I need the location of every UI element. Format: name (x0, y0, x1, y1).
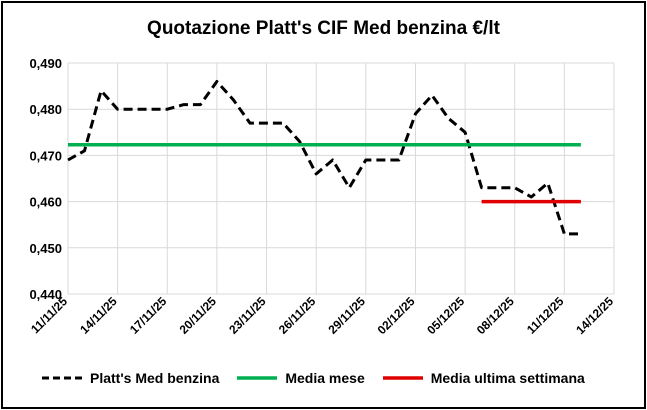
x-tick-label: 26/11/25 (276, 294, 319, 337)
legend-swatch-platts (42, 376, 82, 380)
legend-item-media-mese: Media mese (235, 370, 365, 386)
chart-legend: Platt's Med benzina Media mese Media ult… (40, 370, 601, 386)
x-tick-label: 05/12/25 (424, 294, 467, 337)
y-tick-label: 0,490 (29, 56, 62, 71)
legend-label-media-settimana: Media ultima settimana (430, 370, 585, 386)
legend-swatch-media-settimana (382, 376, 423, 380)
x-tick-label: 11/12/25 (524, 294, 567, 337)
y-tick-label: 0,450 (29, 241, 62, 256)
series-line-platts (67, 80, 581, 236)
y-tick-label: 0,470 (29, 148, 62, 163)
y-tick-label: 0,460 (29, 195, 62, 210)
x-tick-label: 23/11/25 (226, 294, 269, 337)
legend-label-media-mese: Media mese (285, 370, 365, 386)
chart-title: Quotazione Platt's CIF Med benzina €/lt (147, 18, 500, 39)
x-tick-label: 17/11/25 (127, 294, 170, 337)
x-tick-label: 08/12/25 (474, 294, 517, 337)
y-tick-label: 0,480 (29, 102, 62, 117)
legend-label-platts: Platt's Med benzina (90, 370, 220, 386)
x-tick-label: 02/12/25 (375, 294, 418, 337)
x-tick-label: 29/11/25 (325, 294, 368, 337)
legend-item-media-settimana: Media ultima settimana (381, 370, 585, 386)
y-tick-label: 0,440 (29, 287, 62, 302)
x-tick-label: 14/12/25 (573, 294, 616, 337)
x-tick-label: 20/11/25 (177, 294, 220, 337)
legend-swatch-media-mese (237, 376, 278, 380)
x-tick-label: 14/11/25 (77, 294, 120, 337)
legend-item-platts: Platt's Med benzina (40, 370, 219, 386)
